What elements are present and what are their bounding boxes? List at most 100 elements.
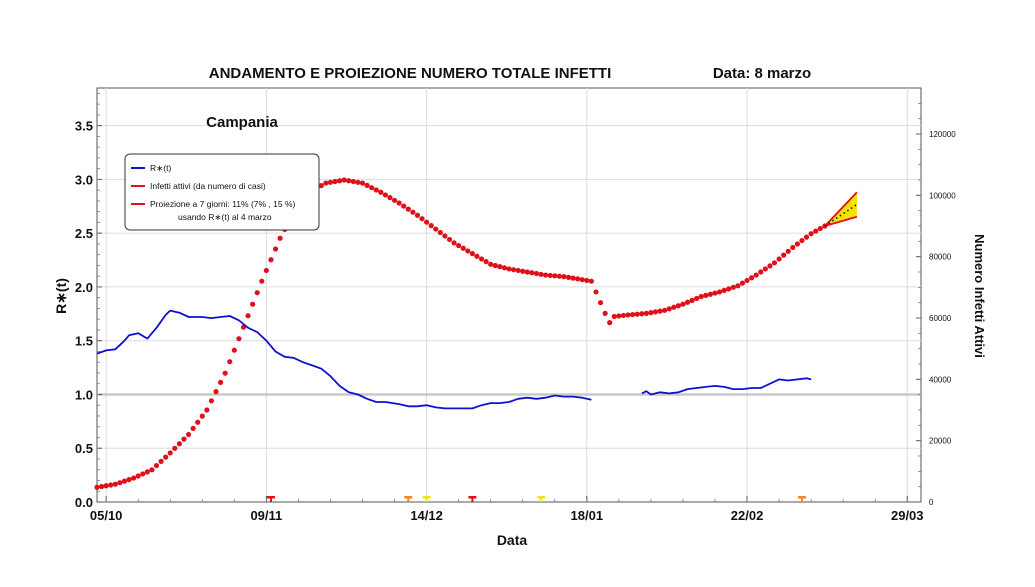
date-marker-stem-red: [471, 497, 474, 502]
infected-point: [126, 477, 132, 483]
infected-point: [131, 475, 137, 481]
plot-area: [96, 87, 922, 503]
infected-point: [808, 231, 814, 237]
left-tick-label: 1.5: [75, 334, 93, 349]
infected-point: [726, 286, 732, 292]
infected-point: [465, 248, 471, 254]
infected-point: [410, 209, 416, 215]
infected-point: [707, 291, 714, 297]
infected-point: [716, 289, 723, 295]
infected-point: [359, 180, 366, 186]
infected-point: [529, 270, 535, 276]
x-tick-label: 14/12: [410, 508, 443, 523]
infected-point: [396, 200, 402, 206]
infected-point: [172, 445, 178, 451]
infected-point: [245, 313, 251, 319]
infected-point: [794, 241, 801, 247]
legend: R∗(t) Infetti attivi (da numero di casi)…: [124, 153, 320, 231]
infected-point: [341, 177, 347, 183]
x-axis-label: Data: [497, 532, 528, 548]
infected-point: [140, 471, 146, 477]
infected-point: [543, 272, 549, 278]
infected-point: [767, 263, 773, 269]
infected-point: [222, 370, 228, 376]
infected-point: [318, 183, 324, 189]
infected-point: [565, 274, 572, 280]
infected-point: [680, 301, 686, 307]
infected-point: [671, 304, 677, 310]
infected-point: [474, 253, 480, 259]
infected-point: [684, 299, 691, 305]
infected-point: [149, 467, 155, 473]
infected-point: [547, 272, 553, 279]
infected-point: [602, 310, 608, 316]
infected-point: [776, 256, 782, 262]
infected-point: [277, 235, 283, 241]
infected-point: [712, 290, 718, 296]
r-series-line: [96, 309, 592, 410]
infected-point: [817, 225, 823, 232]
infected-point: [428, 223, 434, 229]
legend-label-r: R∗(t): [150, 163, 171, 173]
infected-point: [153, 462, 160, 469]
infected-point: [208, 398, 215, 404]
right-tick-label: 20000: [929, 437, 952, 446]
right-tick-label: 60000: [929, 314, 952, 323]
infected-point: [332, 178, 338, 185]
right-tick-label: 100000: [929, 191, 956, 200]
infected-point: [121, 478, 128, 484]
infected-point: [190, 425, 196, 431]
x-tick-label: 05/10: [90, 508, 123, 523]
infected-point: [520, 268, 526, 274]
infected-point: [387, 195, 393, 201]
legend-box: [124, 153, 320, 231]
infected-point: [611, 313, 617, 320]
infected-point: [483, 259, 489, 265]
infected-point: [607, 320, 613, 326]
chart-date-label: Data: 8 marzo: [713, 65, 811, 82]
projection-high-line: [824, 191, 858, 227]
infected-point: [98, 483, 105, 490]
infected-point: [451, 240, 457, 246]
infected-point: [337, 178, 343, 184]
x-tick-label: 29/03: [891, 508, 924, 523]
infected-point: [433, 226, 439, 232]
date-marker-stem-red: [269, 497, 272, 502]
left-tick-label: 3.5: [75, 119, 93, 134]
infected-point: [204, 407, 210, 413]
infected-point: [460, 245, 466, 251]
chart-title: ANDAMENTO E PROIEZIONE NUMERO TOTALE INF…: [209, 65, 612, 82]
infected-point: [144, 469, 150, 475]
infected-point: [703, 292, 709, 298]
infected-point: [163, 454, 169, 460]
infected-point: [167, 450, 173, 456]
projection-center-line: [824, 203, 858, 227]
infected-point: [250, 301, 256, 307]
region-label: Campania: [206, 114, 278, 131]
infected-point: [185, 431, 192, 438]
infected-point: [254, 290, 260, 296]
infected-point: [758, 269, 764, 275]
infected-point: [639, 311, 645, 317]
infected-point: [666, 306, 672, 312]
infected-point: [799, 237, 805, 244]
infected-point: [268, 257, 274, 263]
infected-point: [556, 273, 562, 279]
infected-point: [803, 234, 810, 240]
infected-point: [739, 280, 746, 286]
right-tick-label: 120000: [929, 130, 956, 139]
infected-point: [94, 484, 100, 490]
infected-point: [510, 267, 517, 273]
infected-point: [218, 379, 224, 385]
infected-point: [492, 262, 498, 269]
infected-point: [730, 284, 736, 290]
infected-point: [437, 229, 443, 236]
infected-point: [135, 473, 141, 479]
infected-point: [735, 283, 741, 289]
infected-point: [478, 256, 485, 262]
infected-point: [272, 246, 279, 252]
infected-point: [785, 248, 791, 254]
x-tick-label: 18/01: [571, 508, 604, 523]
infected-point: [382, 192, 388, 198]
left-tick-label: 0.0: [75, 495, 93, 510]
